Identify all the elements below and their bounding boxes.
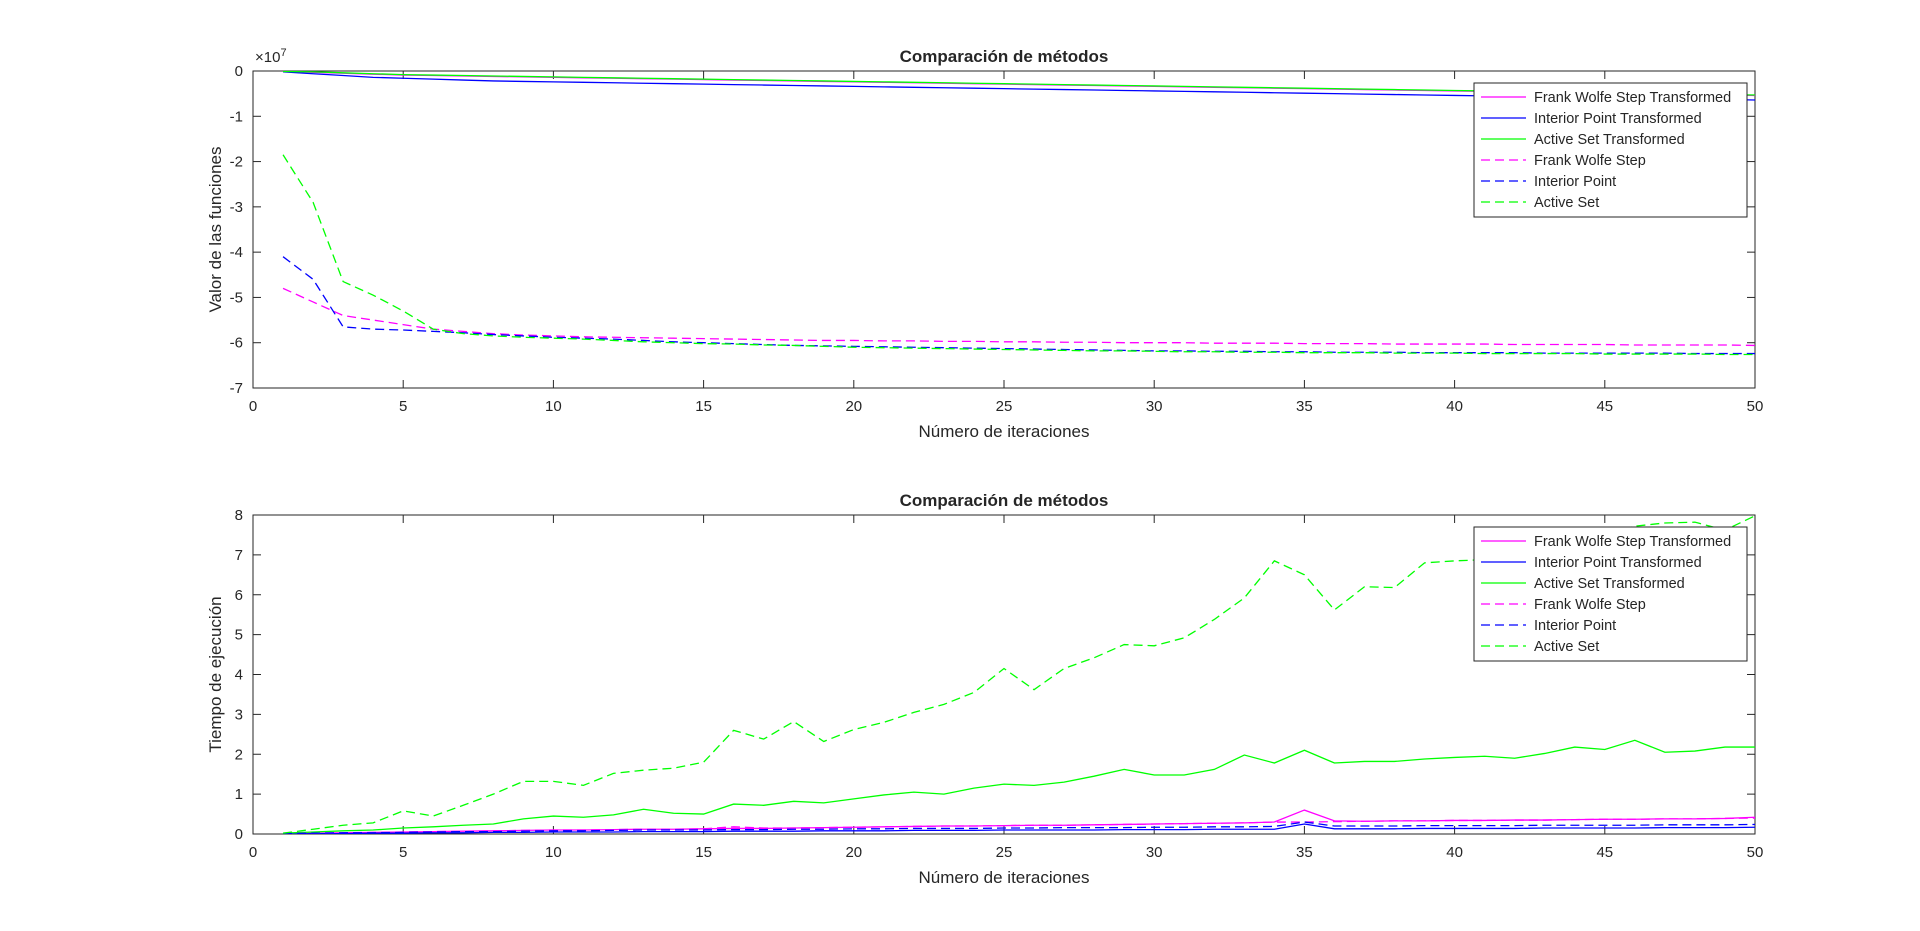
y-exponent-label: ×107 (255, 47, 287, 66)
y-tick-label: 7 (235, 547, 243, 564)
legend: Frank Wolfe Step Transformed Interior Poi… (1473, 526, 1748, 662)
legend-entry-6: Active Set (1534, 195, 1599, 211)
x-tick-label: 35 (1296, 398, 1313, 415)
legend-entry-2: Interior Point Transformed (1534, 111, 1702, 127)
y-tick-label: -1 (230, 108, 243, 125)
x-tick-label: 50 (1747, 844, 1764, 861)
y-tick-label: 5 (235, 627, 243, 644)
x-tick-label: 15 (695, 398, 712, 415)
legend: Frank Wolfe Step Transformed Interior Poi… (1473, 82, 1748, 218)
series-line-3 (283, 739, 1755, 834)
x-tick-label: 30 (1146, 398, 1163, 415)
y-tick-label: 3 (235, 706, 243, 723)
y-tick-label: 0 (235, 826, 243, 843)
x-tick-label: 25 (996, 844, 1013, 861)
x-tick-label: 0 (249, 398, 257, 415)
chart-title: Comparación de métodos (900, 491, 1109, 510)
series-line-5 (282, 256, 1755, 355)
x-tick-label: 10 (545, 398, 562, 415)
series-line-4 (282, 287, 1755, 347)
y-tick-label: -2 (230, 154, 243, 171)
x-tick-label: 40 (1446, 844, 1463, 861)
legend-entry-4: Frank Wolfe Step (1534, 597, 1646, 613)
legend-entry-3: Active Set Transformed (1534, 132, 1685, 148)
y-tick-label: 8 (235, 507, 243, 524)
x-tick-label: 0 (249, 844, 257, 861)
series-line-5 (283, 821, 1755, 834)
y-tick-label: 0 (235, 63, 243, 80)
y-tick-label: -5 (230, 289, 243, 306)
legend-entry-1: Frank Wolfe Step Transformed (1534, 90, 1731, 106)
x-tick-label: 5 (399, 844, 407, 861)
x-axis-label: Número de iteraciones (918, 422, 1089, 441)
y-exponent-power: 7 (280, 47, 286, 59)
series-line-2 (283, 823, 1755, 834)
y-axis-label: Valor de las funciones (206, 146, 225, 312)
y-tick-label: 1 (235, 786, 243, 803)
legend-entry-5: Interior Point (1534, 174, 1616, 190)
x-tick-label: 15 (695, 844, 712, 861)
x-tick-label: 45 (1596, 398, 1613, 415)
x-tick-label: 40 (1446, 398, 1463, 415)
chart-1: 0 5 10 15 20 25 30 35 40 45 50 0 -1 -2 -3 -4 -5 -6 -7 ×107 C… (206, 47, 1763, 441)
series-line-6 (282, 515, 1755, 834)
x-tick-label: 20 (845, 398, 862, 415)
chart-title: Comparación de métodos (900, 47, 1109, 66)
x-tick-label: 30 (1146, 844, 1163, 861)
y-tick-label: -6 (230, 335, 243, 352)
x-tick-label: 50 (1747, 398, 1764, 415)
legend-entry-4: Frank Wolfe Step (1534, 153, 1646, 169)
legend-entry-6: Active Set (1534, 639, 1599, 655)
legend-entry-1: Frank Wolfe Step Transformed (1534, 534, 1731, 550)
x-tick-label: 45 (1596, 844, 1613, 861)
y-axis-label: Tiempo de ejecución (206, 596, 225, 752)
y-tick-label: 2 (235, 746, 243, 763)
y-tick-label: -3 (230, 199, 243, 216)
legend-box (1473, 526, 1748, 662)
chart-2: 0 5 10 15 20 25 30 35 40 45 50012345678Comparación… (206, 491, 1763, 887)
x-tick-label: 35 (1296, 844, 1313, 861)
legend-box (1473, 82, 1748, 218)
x-tick-label: 10 (545, 844, 562, 861)
series-line-6 (282, 154, 1755, 356)
y-tick-label: -7 (230, 380, 243, 397)
x-axis-label: Número de iteraciones (918, 868, 1089, 887)
legend-entry-2: Interior Point Transformed (1534, 555, 1702, 571)
y-exponent-base: ×10 (255, 49, 280, 66)
x-tick-label: 25 (996, 398, 1013, 415)
x-tick-label: 5 (399, 398, 407, 415)
y-tick-label: 6 (235, 587, 243, 604)
y-tick-label: -4 (230, 244, 243, 261)
series-line-4 (283, 817, 1755, 834)
legend-entry-3: Active Set Transformed (1534, 576, 1685, 592)
x-tick-label: 20 (845, 844, 862, 861)
y-tick-label: 4 (235, 667, 243, 684)
legend-entry-5: Interior Point (1534, 618, 1616, 634)
